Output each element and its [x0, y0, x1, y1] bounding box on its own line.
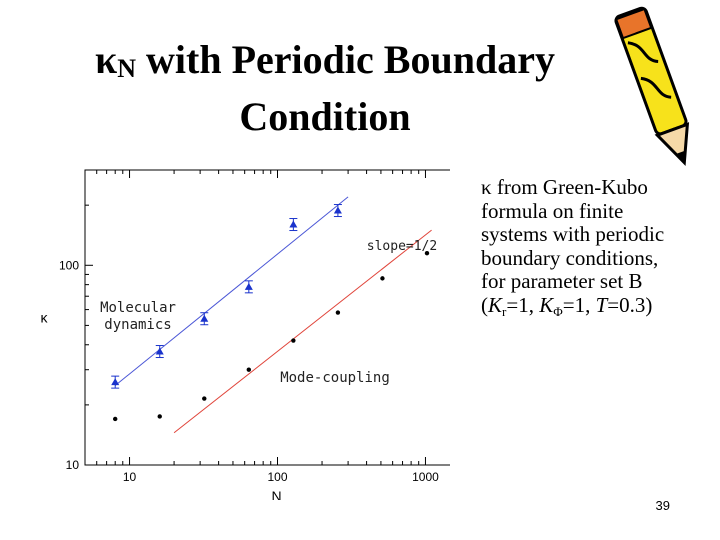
title-subscript: N — [117, 54, 137, 83]
md-data-point — [111, 378, 120, 386]
description-k1: K — [488, 292, 503, 317]
mc-data-point — [202, 396, 207, 401]
md-data-point — [289, 220, 298, 228]
md-annotation-line: Molecular — [100, 300, 176, 316]
y-tick-label: 100 — [59, 258, 79, 272]
mc-data-point — [157, 414, 162, 419]
md-annotation-line: dynamics — [104, 317, 171, 333]
mc-fit-line — [173, 229, 432, 434]
kappa-vs-n-chart: 10 100 1000 10 100 Nκ Molecular dynamics Mode-co… — [41, 169, 450, 500]
md-annotation: Molecular dynamics — [100, 300, 176, 333]
mc-data-point — [424, 250, 430, 256]
title-kappa-symbol: κ — [95, 37, 118, 82]
pencil-icon — [614, 6, 690, 167]
mc-data-point — [380, 276, 385, 281]
mc-data-point — [291, 338, 296, 343]
y-tick-label: 10 — [66, 458, 80, 472]
md-data-point — [200, 314, 209, 322]
description-k2: K — [539, 292, 554, 317]
description-part-2: =1, — [506, 292, 540, 317]
slide-number: 39 — [655, 498, 670, 513]
x-tick-label: 1000 — [412, 470, 439, 484]
title-line-1: κN with Periodic Boundary — [40, 36, 610, 93]
mc-data-point — [335, 310, 341, 315]
description-part-3: =1, — [562, 292, 596, 317]
description-part-4: =0.3) — [607, 292, 653, 317]
description-part-1: from Green-Kubo formula on finite system… — [481, 175, 665, 317]
y-axis-label: κ — [41, 310, 49, 326]
plot-frame — [84, 169, 450, 466]
x-tick-label: 100 — [267, 470, 287, 484]
x-tick-label: 10 — [123, 470, 137, 484]
md-data-point — [244, 282, 253, 290]
title-line-1-text: with Periodic Boundary — [136, 37, 555, 82]
md-data-point — [333, 206, 342, 214]
description-kappa: κ — [481, 175, 492, 199]
md-fit-line — [114, 196, 349, 386]
description-t: T — [595, 292, 608, 317]
description-text: κ from Green-Kubo formula on finite syst… — [481, 175, 681, 323]
slide-title: κN with Periodic Boundary Condition — [40, 36, 610, 141]
description-k2-sub: Φ — [553, 303, 563, 319]
title-line-2: Condition — [239, 94, 411, 139]
mc-data-point — [113, 416, 118, 422]
mc-annotation: Mode-coupling — [280, 370, 390, 386]
x-axis-label: N — [271, 488, 281, 500]
md-data-point — [155, 347, 164, 355]
slope-annotation: slope=1/2 — [367, 239, 437, 254]
mc-data-point — [246, 367, 252, 372]
description-k1-sub: r — [502, 303, 507, 319]
